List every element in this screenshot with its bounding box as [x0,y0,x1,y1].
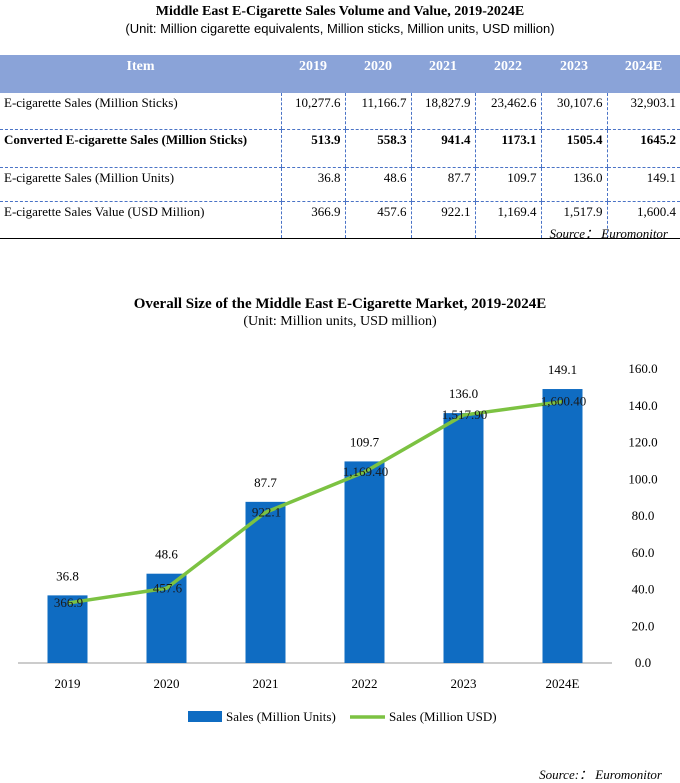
table-cell: 11,166.7 [344,93,411,130]
table-title: Middle East E-Cigarette Sales Volume and… [155,4,525,19]
table-cell: 48.6 [344,167,411,202]
x-tick-label: 2021 [253,676,279,691]
x-tick-label: 2020 [154,676,180,691]
y-tick-label: 120.0 [628,435,657,450]
bar [344,461,385,663]
bar-data-label: 149.1 [548,362,577,377]
x-tick-label: 2022 [352,676,378,691]
table-row: Converted E-cigarette Sales (Million Sti… [0,129,680,168]
table-cell: 558.3 [344,129,411,168]
table-cell: 366.9 [280,201,345,239]
y-tick-label: 60.0 [632,545,655,560]
bar-data-label: 109.7 [350,434,380,449]
line-data-label: 1,600.40 [541,394,587,409]
header-2019: 2019 [281,55,345,93]
y-tick-label: 20.0 [632,618,655,633]
row-label: Converted E-cigarette Sales (Million Sti… [0,129,281,168]
table-row: E-cigarette Sales (Million Units) 36.8 4… [0,167,680,202]
y-tick-label: 0.0 [635,655,651,670]
table-cell: 1645.2 [606,129,680,168]
row-label: E-cigarette Sales (Million Sticks) [0,93,281,130]
table-cell: 18,827.9 [410,93,475,130]
bar [542,389,583,663]
bar-data-label: 48.6 [155,547,178,562]
bar-data-label: 87.7 [254,475,277,490]
y-tick-label: 40.0 [632,582,655,597]
y-tick-label: 100.0 [628,471,657,486]
table-cell: 32,903.1 [606,93,680,130]
bar [47,595,88,663]
table-header-row: Item 2019 2020 2021 2022 2023 2024E [0,55,680,93]
table-cell: 457.6 [344,201,411,239]
table-cell: 1,169.4 [474,201,541,239]
chart-subtitle: (Unit: Million units, USD million) [243,314,437,329]
line-data-label: 457.6 [153,580,183,595]
legend-line-label: Sales (Million USD) [389,709,497,724]
header-2021: 2021 [411,55,475,93]
table-subtitle: (Unit: Million cigarette equivalents, Mi… [125,21,555,36]
chart-source: Source:： Euromonitor [539,767,662,782]
table-cell: 941.4 [410,129,475,168]
line-data-label: 366.9 [54,595,83,610]
table-cell: 23,462.6 [474,93,541,130]
line-data-label: 1,169.40 [343,464,389,479]
series-line [67,399,563,605]
header-item: Item [0,55,281,93]
table-cell: 1,517.9 [540,201,607,239]
y-tick-label: 80.0 [632,508,655,523]
table-row: E-cigarette Sales (Million Sticks) 10,27… [0,93,680,130]
bar [443,413,484,663]
header-2024e: 2024E [607,55,680,93]
table-cell: 10,277.6 [280,93,345,130]
table-row: E-cigarette Sales Value (USD Million) 36… [0,201,680,239]
y-tick-label: 140.0 [628,398,657,413]
y-tick-label: 160.0 [628,361,657,376]
table-cell: 136.0 [540,167,607,202]
table-cell: 1173.1 [474,129,541,168]
row-label: E-cigarette Sales Value (USD Million) [0,201,281,239]
header-2023: 2023 [541,55,607,93]
table-cell: 87.7 [410,167,475,202]
line-data-label: 922.1 [252,504,281,519]
table-cell: 30,107.6 [540,93,607,130]
table-cell: 36.8 [280,167,345,202]
x-tick-label: 2023 [451,676,477,691]
legend-bar-swatch [188,711,222,722]
header-2020: 2020 [345,55,411,93]
line-data-label: 1,517.90 [442,407,488,422]
sales-table: Item 2019 2020 2021 2022 2023 2024E E-ci… [0,55,680,239]
table-cell: 922.1 [410,201,475,239]
header-2022: 2022 [475,55,541,93]
bar-data-label: 36.8 [56,568,79,583]
row-label: E-cigarette Sales (Million Units) [0,167,281,202]
x-tick-label: 2024E [546,676,580,691]
chart-title: Overall Size of the Middle East E-Cigare… [133,296,547,312]
table-cell: 1,600.4 [606,201,680,239]
bar-data-label: 136.0 [449,386,478,401]
legend-bar-label: Sales (Million Units) [226,709,336,724]
table-cell: 109.7 [474,167,541,202]
market-size-chart: 0.0 20.0 40.0 60.0 80.0 100.0 120.0 140.0 160.0 2… [18,361,658,724]
x-tick-label: 2019 [55,676,81,691]
table-cell: 149.1 [606,167,680,202]
table-cell: 1505.4 [540,129,607,168]
table-source: Source： Euromonitor [549,226,668,241]
table-cell: 513.9 [280,129,345,168]
bar [245,501,286,663]
